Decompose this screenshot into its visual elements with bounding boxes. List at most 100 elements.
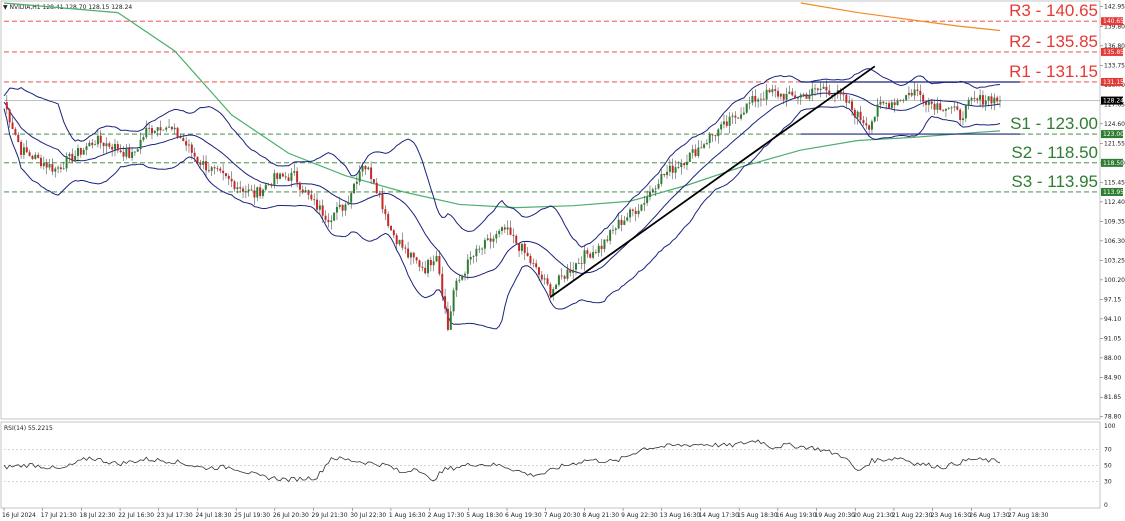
- candle-body: [708, 134, 711, 144]
- candle-body: [859, 111, 862, 121]
- candle-body: [281, 173, 284, 177]
- candle-body: [700, 147, 703, 149]
- candle-body: [907, 93, 910, 96]
- candle-body: [586, 250, 589, 254]
- candle-body: [930, 101, 933, 104]
- candle-body: [862, 120, 865, 124]
- x-tick-label: 15 Aug 18:30: [737, 512, 778, 519]
- candle-body: [82, 149, 85, 155]
- candle-body: [128, 148, 131, 158]
- level-label: R3 - 140.65: [1009, 1, 1098, 20]
- current-price-tag-text: 128.24: [1103, 98, 1124, 105]
- candle-body: [387, 214, 390, 226]
- candle-body: [594, 252, 597, 253]
- candle-body: [799, 94, 802, 98]
- x-tick-label: 17 Jul 21:30: [41, 512, 77, 519]
- x-tick-label: 25 Jul 19:30: [234, 512, 270, 519]
- candle-body: [361, 165, 364, 172]
- candle-body: [301, 189, 304, 193]
- candle-body: [259, 187, 262, 196]
- candle-body: [973, 98, 976, 99]
- candle-body: [25, 147, 28, 153]
- candle-body: [8, 109, 11, 123]
- candle-body: [136, 149, 139, 152]
- candle-body: [683, 163, 686, 166]
- candle-body: [552, 289, 555, 296]
- candle-body: [498, 230, 501, 235]
- candle-body: [896, 100, 899, 106]
- x-tick-label: 2 Aug 17:30: [428, 512, 465, 519]
- candle-body: [170, 126, 173, 130]
- candle-body: [42, 162, 45, 167]
- candle-body: [825, 86, 828, 91]
- candle-body: [253, 190, 256, 198]
- candle-body: [409, 252, 412, 258]
- candle-body: [65, 156, 68, 169]
- candle-body: [839, 90, 842, 95]
- candle-body: [538, 267, 540, 275]
- x-tick-label: 18 Jul 22:30: [79, 512, 115, 519]
- candle-body: [125, 148, 128, 157]
- candle-body: [321, 205, 324, 216]
- candle-body: [520, 243, 523, 251]
- candle-body: [722, 121, 725, 125]
- candle-body: [555, 284, 558, 290]
- candle-body: [435, 255, 438, 262]
- candle-body: [256, 187, 259, 198]
- candle-body: [261, 189, 264, 196]
- candle-body: [623, 220, 626, 225]
- x-tick-label: 23 Aug 16:30: [931, 512, 972, 519]
- rsi-panel: 100 70 50 30 0: [3, 423, 1116, 509]
- candle-body: [518, 243, 521, 251]
- candle-body: [421, 266, 424, 268]
- candle-body: [819, 88, 822, 90]
- candle-body: [560, 275, 563, 277]
- candle-body: [401, 239, 404, 248]
- x-tick-label: 16 Aug 19:30: [776, 512, 817, 519]
- candle-body: [640, 204, 643, 211]
- candle-body: [290, 172, 293, 181]
- candle-body: [193, 152, 196, 157]
- candle-body: [395, 235, 398, 245]
- candle-body: [688, 152, 691, 162]
- candle-body: [788, 91, 791, 94]
- candle-body: [629, 209, 632, 218]
- uptrend-line: [549, 65, 876, 298]
- candle-body: [219, 168, 222, 171]
- candle-body: [620, 219, 623, 225]
- candle-body: [853, 109, 856, 118]
- candle-body: [156, 127, 159, 131]
- candle-body: [173, 127, 176, 130]
- level-labels: R3 - 140.65 R2 - 135.85 R1 - 131.15 S1 - 12…: [1009, 1, 1098, 191]
- candle-body: [654, 188, 657, 190]
- candle-body: [737, 117, 740, 119]
- candle-body: [205, 161, 208, 171]
- level-price-tag: [1101, 47, 1123, 56]
- candle-body: [936, 103, 939, 110]
- y-tick-label: 142.95: [1104, 4, 1125, 11]
- candle-body: [774, 89, 777, 91]
- candle-body: [933, 103, 936, 110]
- candle-body: [876, 104, 879, 117]
- candle-body: [762, 98, 765, 100]
- current-price-tag: [1101, 96, 1123, 105]
- candle-body: [207, 170, 210, 172]
- candle-body: [427, 259, 430, 274]
- candle-body: [449, 311, 452, 330]
- candle-body: [811, 88, 814, 95]
- candle-body: [888, 103, 891, 108]
- candle-body: [970, 98, 973, 100]
- candle-body: [777, 90, 780, 97]
- candle-body: [145, 127, 148, 138]
- candle-body: [94, 144, 97, 146]
- level-price-tag-text: 131.15: [1103, 79, 1124, 86]
- candle-body: [455, 280, 458, 291]
- candle-body: [475, 248, 478, 257]
- rsi-tick-label: 70: [1104, 447, 1112, 454]
- candle-body: [865, 123, 868, 126]
- level-price-tag-text: 135.85: [1103, 49, 1124, 56]
- candle-body: [671, 165, 674, 173]
- candle-body: [250, 189, 253, 191]
- candle-body: [546, 278, 549, 285]
- candles-layer: [5, 80, 1001, 332]
